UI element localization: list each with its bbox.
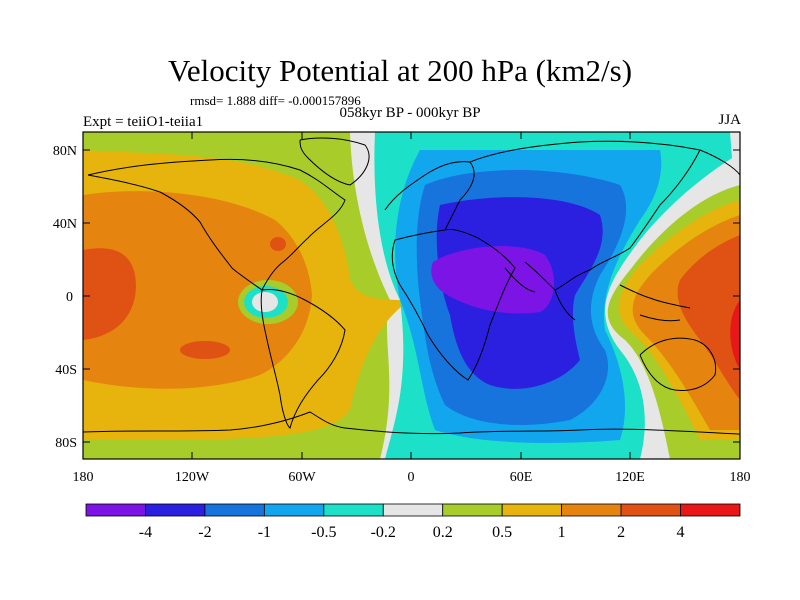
tick-marks [82,132,741,459]
colorbar-label: -1 [258,524,271,541]
colorbar-swatch [501,503,563,517]
season-label: JJA [718,112,741,128]
asia-coast [469,140,740,291]
maritime-continent-coast [619,284,691,322]
contour-2-central [180,341,230,359]
south-america-coast [260,289,346,429]
colorbar-swatch [620,503,681,517]
colorbar-label: -0.5 [311,524,336,541]
page-title: Velocity Potential at 200 hPa (km2/s) [167,53,633,88]
y-tick-label: 0 [66,290,73,305]
colorbar-label: -0.2 [371,524,396,541]
antarctica-coast [83,411,740,435]
colorbar-swatch [145,503,206,517]
x-tick-label: 0 [408,470,415,485]
colorbar-swatch [680,503,741,517]
colorbar-swatch [561,503,622,517]
contour-2-caribbean [270,237,286,251]
colorbar-swatch [323,503,384,517]
colorbar-swatch [442,503,503,517]
period-label: 058kyr BP - 000kyr BP [339,105,481,121]
x-tick-label: 120W [175,470,210,485]
colorbar-label: 0.5 [492,524,512,541]
rmsd-diff-stats: rmsd= 1.888 diff= -0.000157896 [190,93,361,108]
x-tick-label: 120E [615,470,645,485]
velocity-potential-field [83,132,740,459]
colorbar-label: 2 [617,524,625,541]
colorbar-swatch [85,503,146,517]
colorbar-swatch [382,503,444,517]
contour-east-4 [730,300,740,370]
x-tick-label: 180 [730,470,751,485]
colorbar-label: -2 [198,524,211,541]
colorbar-label: 0.2 [433,524,453,541]
greenland-coast [299,137,370,186]
arabia-india-coast [504,267,576,321]
neg-center [252,292,278,312]
y-tick-labels: 80N 40N 0 40S 80S [53,144,77,451]
experiment-label: Expt = teiiO1-teiia1 [83,114,204,130]
x-tick-label: 60W [288,470,316,485]
x-tick-labels: 180 120W 60W 0 60E 120E 180 [73,470,751,485]
colorbar-label: -4 [139,524,152,541]
north-america-coast [87,158,346,291]
y-tick-label: 40N [53,217,77,232]
y-tick-label: 40S [55,363,77,378]
colorbar-label: 4 [677,524,685,541]
coastlines [83,137,740,435]
contour-east-2 [677,235,740,400]
contour-1 [83,191,312,389]
colorbar-label: 1 [558,524,566,541]
colorbar: -4 -2 -1 -0.5 -0.2 0.2 0.5 1 2 4 [85,503,741,541]
contour-neg-4 [431,246,555,314]
y-tick-label: 80N [53,144,77,159]
y-tick-label: 80S [55,436,77,451]
x-tick-label: 60E [510,470,533,485]
australia-coast [639,337,717,391]
contour-2-west [83,248,136,340]
x-tick-label: 180 [73,470,94,485]
colorbar-swatch [263,503,325,517]
colorbar-swatch [204,503,265,517]
